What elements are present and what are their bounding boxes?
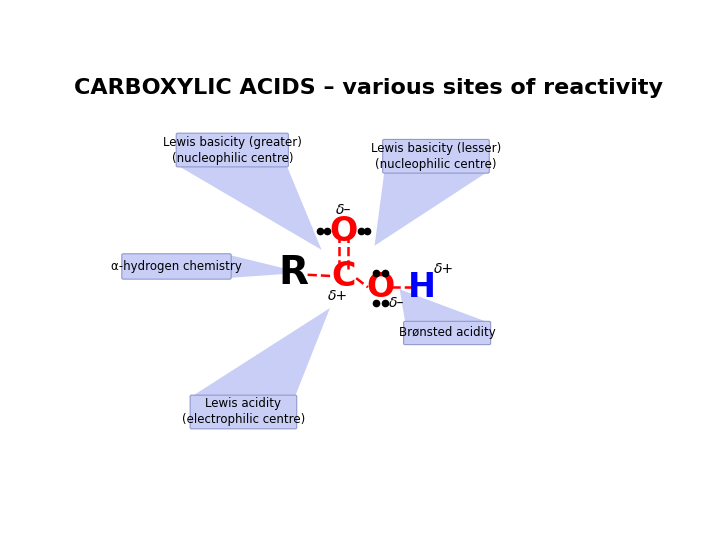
Text: Brønsted acidity: Brønsted acidity bbox=[399, 327, 495, 340]
FancyBboxPatch shape bbox=[122, 254, 231, 279]
Text: O: O bbox=[330, 214, 358, 248]
Text: O: O bbox=[366, 271, 395, 304]
Text: δ+: δ+ bbox=[434, 262, 454, 276]
Text: R: R bbox=[279, 254, 309, 292]
Polygon shape bbox=[230, 255, 302, 278]
Polygon shape bbox=[192, 308, 330, 396]
Text: α-hydrogen chemistry: α-hydrogen chemistry bbox=[111, 260, 242, 273]
Text: δ–: δ– bbox=[336, 204, 351, 217]
Text: H: H bbox=[408, 271, 436, 304]
Text: Lewis basicity (lesser)
(nucleophilic centre): Lewis basicity (lesser) (nucleophilic ce… bbox=[371, 142, 501, 171]
FancyBboxPatch shape bbox=[190, 395, 297, 429]
FancyBboxPatch shape bbox=[382, 139, 490, 173]
Text: C: C bbox=[332, 260, 356, 293]
Text: δ–: δ– bbox=[389, 296, 405, 310]
Polygon shape bbox=[374, 172, 487, 246]
Polygon shape bbox=[178, 166, 322, 250]
FancyBboxPatch shape bbox=[176, 133, 289, 167]
FancyBboxPatch shape bbox=[404, 321, 490, 345]
Text: δ+: δ+ bbox=[328, 288, 348, 302]
Polygon shape bbox=[400, 289, 489, 322]
Text: Lewis acidity
(electrophilic centre): Lewis acidity (electrophilic centre) bbox=[182, 397, 305, 427]
Text: CARBOXYLIC ACIDS – various sites of reactivity: CARBOXYLIC ACIDS – various sites of reac… bbox=[74, 78, 664, 98]
Text: Lewis basicity (greater)
(nucleophilic centre): Lewis basicity (greater) (nucleophilic c… bbox=[163, 136, 302, 165]
